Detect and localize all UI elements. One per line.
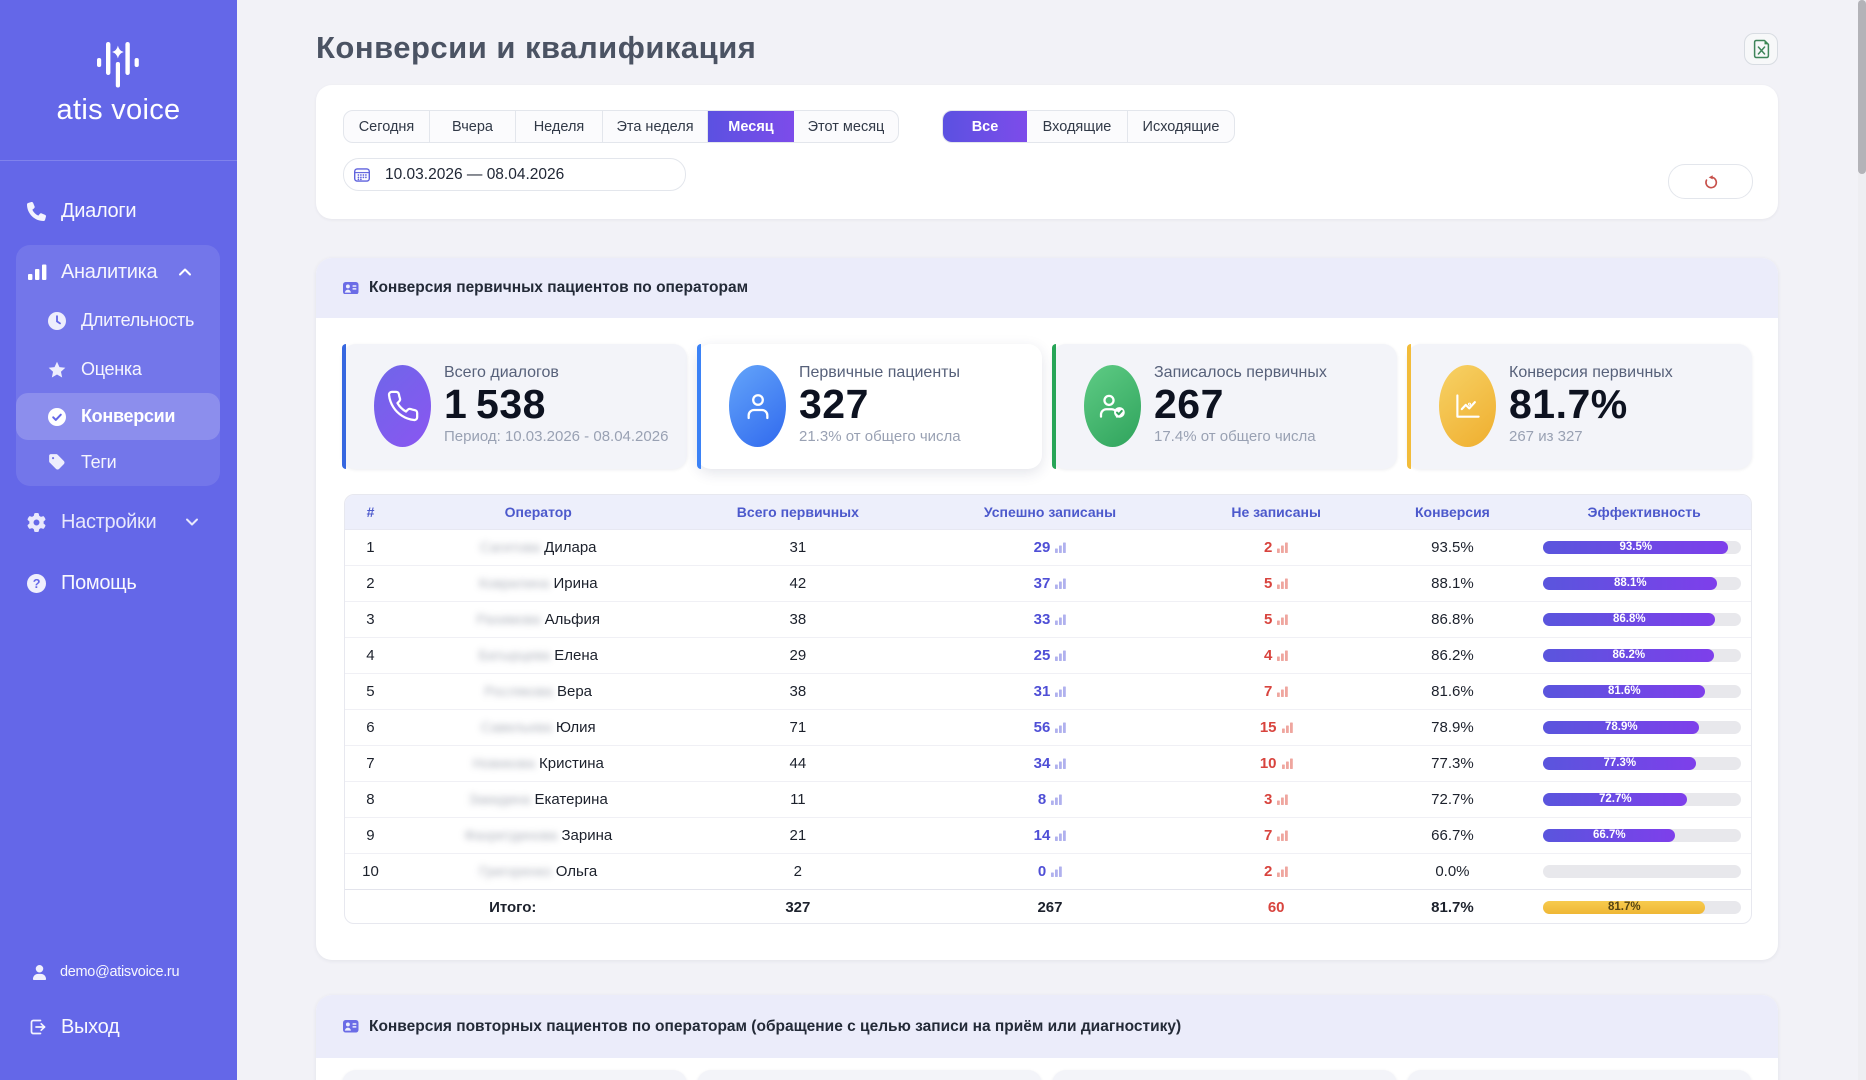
svg-text:?: ? — [33, 576, 40, 590]
